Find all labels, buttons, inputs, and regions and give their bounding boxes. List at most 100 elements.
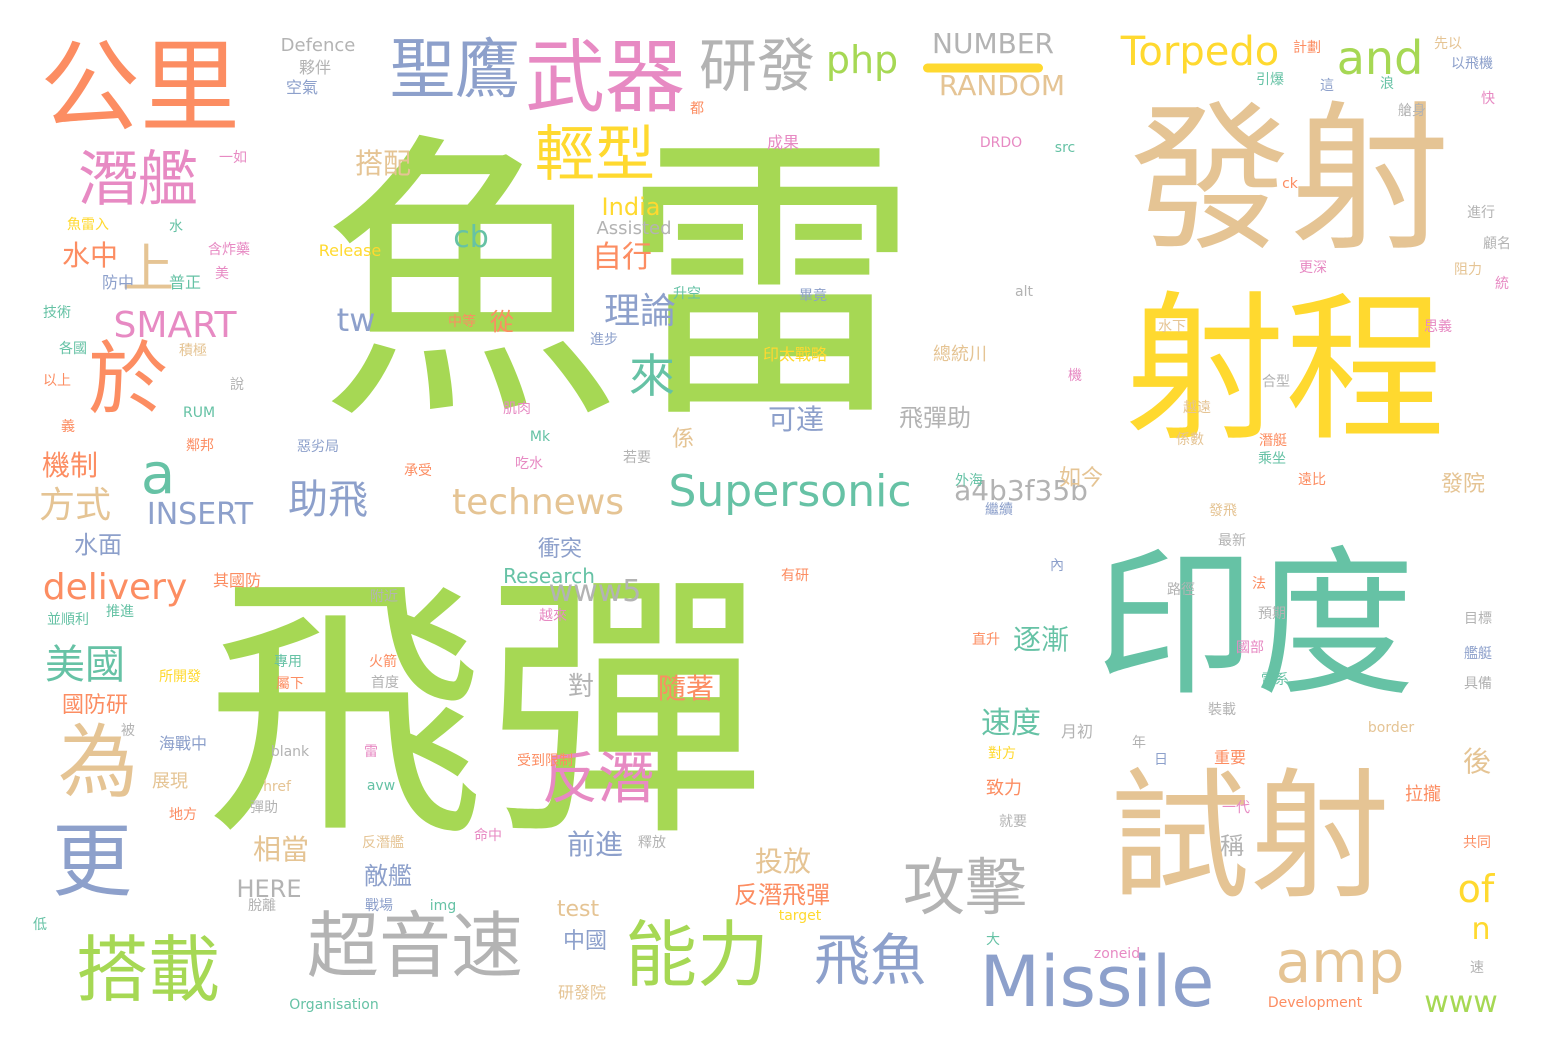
word-da: 大	[986, 933, 1000, 947]
word-xiangdang: 相當	[253, 836, 309, 864]
word-cb: cb	[453, 223, 489, 253]
word-tuijin: 推進	[106, 605, 134, 619]
word-hou: 後	[1463, 748, 1491, 776]
word-su: 速	[1470, 961, 1484, 975]
word-fanqianjian: 反潛艦	[362, 836, 404, 850]
word-bingshunli: 並順利	[47, 613, 89, 627]
word-jirou: 肌肉	[503, 402, 531, 416]
word-number: NUMBER	[932, 30, 1054, 58]
word-cangshen: 艙身	[1398, 104, 1426, 118]
word-yuleiru: 魚雷入	[67, 218, 109, 232]
word-test: test	[557, 899, 599, 921]
word-lei-small: 雷	[364, 745, 378, 759]
word-jiji: 積極	[179, 344, 207, 358]
word-shuixia: 水下	[1158, 320, 1186, 334]
word-guobu: 國部	[1236, 641, 1264, 655]
word-shuizhong: 水中	[62, 242, 118, 270]
word-xishu: 係數	[1176, 433, 1204, 447]
word-zongtongchuan: 總統川	[933, 346, 987, 364]
word-zhongguo: 中國	[563, 931, 607, 953]
word-a: a	[141, 447, 175, 503]
word-nengli: 能力	[625, 919, 769, 991]
word-yinbao: 引爆	[1256, 73, 1284, 87]
word-meiguo: 美國	[45, 645, 125, 685]
word-ji: 機	[1068, 369, 1082, 383]
word-rujin: 如今	[1059, 468, 1103, 490]
word-waihai: 外海	[955, 474, 983, 488]
word-shengkong: 升空	[673, 287, 701, 301]
word-zhongdeng: 中等	[448, 315, 476, 329]
word-kongqi: 空氣	[286, 80, 318, 96]
word-yu: 於	[88, 340, 168, 420]
word-torpedo: Torpedo	[1121, 32, 1279, 72]
word-href: href	[263, 780, 291, 794]
word-shishe: 試射	[1110, 768, 1390, 908]
word-di: 低	[33, 918, 47, 932]
word-mubiao: 目標	[1464, 612, 1492, 626]
word-shuxia: 屬下	[276, 677, 304, 691]
word-src: src	[1055, 141, 1075, 155]
word-tuoli: 脫離	[248, 899, 276, 913]
word-cheng: 稱	[1220, 834, 1244, 858]
word-dapei: 搭配	[355, 150, 411, 178]
word-fa: 法	[1252, 577, 1266, 591]
word-chishui: 吃水	[515, 457, 543, 471]
word-border: border	[1368, 721, 1414, 735]
word-jinbu: 進步	[590, 333, 618, 347]
word-dazai: 搭載	[76, 934, 220, 1006]
word-xi: 係	[672, 429, 694, 451]
word-gongli: 公里	[40, 38, 240, 138]
word-yanfayuan: 研發院	[558, 985, 606, 1001]
word-yiru: 一如	[219, 151, 247, 165]
word-random: RANDOM	[939, 72, 1065, 100]
word-assisted: Assisted	[596, 220, 671, 238]
word-bijing: 畢竟	[799, 289, 827, 303]
word-gongtong: 共同	[1463, 836, 1491, 850]
word-zhe: 這	[1320, 79, 1334, 93]
word-jixu: 繼續	[985, 503, 1013, 517]
word-feiyu: 飛魚	[814, 934, 926, 990]
word-shoudu: 首度	[371, 676, 399, 690]
word-lang: 浪	[1380, 77, 1394, 91]
word-yindu: 印度	[1095, 545, 1415, 705]
word-chengshou: 承受	[404, 464, 432, 478]
word-keda: 可達	[768, 406, 824, 434]
word-india: India	[602, 195, 661, 219]
word-fangshi: 方式	[39, 488, 111, 524]
word-lujing: 路徑	[1167, 583, 1195, 597]
word-zhuangzai: 裝載	[1208, 703, 1236, 717]
word-lilun: 理論	[604, 294, 676, 330]
word-qiguofang: 其國防	[213, 573, 261, 589]
word-development: Development	[1268, 996, 1362, 1010]
word-xianyi: 先以	[1434, 37, 1462, 51]
word-leixi: 雷系	[1261, 673, 1289, 687]
word-php: php	[826, 41, 898, 79]
word-delivery: delivery	[43, 570, 188, 606]
word-linbang: 鄰邦	[186, 439, 214, 453]
word-guofangyan: 國防研	[62, 695, 128, 717]
word-yanfa: 研發	[699, 37, 815, 95]
word-chengguo: 成果	[767, 135, 799, 151]
word-zixing: 自行	[592, 243, 652, 273]
word-jubei: 具備	[1464, 677, 1492, 691]
word-n: n	[1471, 915, 1490, 945]
word-img: img	[430, 899, 456, 913]
word-geguo: 各國	[59, 342, 87, 356]
word-mingzhong: 命中	[474, 829, 502, 843]
word-amp: amp	[1276, 933, 1405, 991]
word-dou: 都	[690, 102, 704, 116]
word-shuo: 說	[230, 378, 244, 392]
word-zhili: 致力	[986, 780, 1022, 798]
word-toufang: 投放	[755, 848, 811, 876]
word-yueyuan: 越遠	[1183, 401, 1211, 415]
word-release: Release	[319, 243, 382, 259]
word-target: target	[779, 909, 822, 923]
word-duifang: 對方	[988, 747, 1016, 761]
word-technews: technews	[452, 485, 624, 521]
word-yuechu: 月初	[1061, 724, 1093, 740]
word-zhuanyong: 專用	[274, 655, 302, 669]
word-geng: 更	[52, 822, 132, 902]
word-zhufei: 助飛	[288, 480, 368, 520]
word-shuimian: 水面	[74, 533, 122, 557]
word-hanzhayao: 含炸藥	[208, 243, 250, 257]
